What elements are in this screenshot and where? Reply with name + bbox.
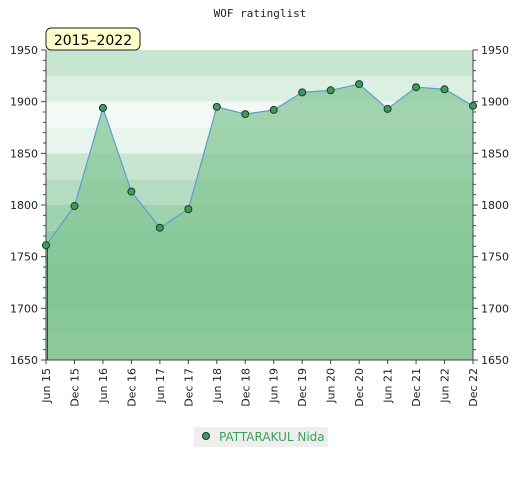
- legend: PATTARAKUL Nida: [194, 427, 328, 447]
- y-tick-label-left: 1900: [10, 96, 38, 109]
- x-tick-label: Jun 19: [268, 368, 281, 404]
- y-tick-label-right: 1950: [481, 44, 509, 57]
- data-point: [98, 103, 107, 112]
- y-tick-label-right: 1850: [481, 147, 509, 160]
- data-point: [269, 105, 278, 114]
- axes: 1650 1650 1700 1700 1750 1750 1800 1800 1850 1850…: [10, 44, 509, 407]
- band: [46, 50, 473, 76]
- data-point: [184, 205, 193, 214]
- x-tick-label: Dec 21: [410, 368, 423, 407]
- period-badge-label: 2015–2022: [54, 33, 132, 49]
- data-point: [42, 241, 50, 250]
- x-tick-label: Dec 22: [467, 368, 480, 407]
- data-point: [155, 223, 164, 232]
- x-tick-label: Dec 20: [353, 368, 366, 407]
- x-tick-label: Dec 17: [182, 368, 195, 407]
- data-points: [42, 80, 477, 250]
- area-layer: [45, 83, 474, 360]
- chart-title: WOF ratinglist: [214, 7, 307, 20]
- data-point: [383, 104, 392, 113]
- x-tick-label: Dec 19: [296, 368, 309, 407]
- series-line: [45, 83, 474, 246]
- data-point: [298, 88, 307, 97]
- x-tick-label: Dec 18: [239, 368, 252, 407]
- legend-series-name: PATTARAKUL Nida: [219, 430, 325, 444]
- x-tick-label: Jun 15: [40, 368, 53, 404]
- y-tick-label-left: 1850: [10, 147, 38, 160]
- data-point: [70, 202, 79, 211]
- y-tick-label-right: 1800: [481, 199, 509, 212]
- data-point: [440, 85, 449, 94]
- y-tick-label-right: 1900: [481, 96, 509, 109]
- y-tick-label-left: 1700: [10, 302, 38, 315]
- x-tick-label: Jun 22: [439, 368, 452, 404]
- data-point: [326, 86, 335, 95]
- x-tick-label: Dec 16: [125, 368, 138, 407]
- period-badge: 2015–2022: [45, 27, 141, 51]
- data-point: [412, 83, 421, 92]
- x-tick-label: Jun 18: [211, 368, 224, 404]
- y-tick-label-right: 1750: [481, 251, 509, 264]
- y-tick-label-left: 1750: [10, 251, 38, 264]
- legend-box: [194, 427, 328, 447]
- x-tick-label: Jun 20: [325, 368, 338, 404]
- x-tick-label: Jun 21: [382, 368, 395, 404]
- y-tick-label-left: 1800: [10, 199, 38, 212]
- legend-marker-icon: [202, 432, 210, 440]
- series-area: [46, 84, 473, 360]
- x-tick-label: Jun 17: [154, 368, 167, 404]
- x-tick-label: Jun 16: [97, 368, 110, 404]
- data-point: [469, 101, 477, 110]
- data-point: [127, 187, 136, 196]
- y-tick-label-right: 1650: [481, 354, 509, 367]
- period-badge-box: [45, 27, 141, 51]
- y-tick-label-left: 1650: [10, 354, 38, 367]
- y-tick-label-right: 1700: [481, 302, 509, 315]
- data-point: [241, 110, 250, 119]
- data-point: [355, 80, 364, 89]
- y-tick-label-left: 1950: [10, 44, 38, 57]
- data-point: [212, 102, 221, 111]
- x-tick-label: Dec 15: [68, 368, 81, 407]
